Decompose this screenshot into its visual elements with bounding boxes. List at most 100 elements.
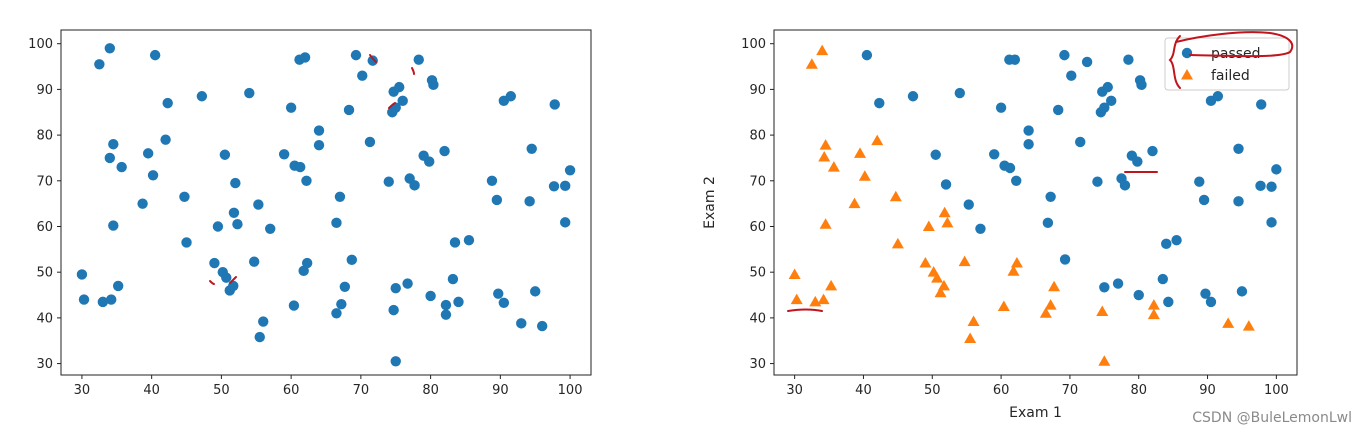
legend-label: passed (1211, 46, 1261, 62)
data-point-circle (253, 199, 264, 210)
data-point-circle (524, 196, 535, 207)
data-point-circle (491, 194, 503, 206)
data-point-circle (1123, 54, 1134, 65)
y-tick-label: 50 (36, 266, 53, 281)
data-point-triangle (1096, 305, 1109, 316)
data-point-triangle (827, 161, 840, 172)
data-point-circle (1255, 180, 1266, 192)
data-point-circle (106, 294, 117, 305)
data-point-circle (97, 296, 109, 308)
data-point-circle (498, 297, 510, 309)
y-tick-label: 90 (749, 83, 766, 98)
data-point-circle (285, 102, 297, 113)
data-point-circle (989, 149, 1000, 160)
data-point-triangle (848, 197, 861, 209)
x-tick-label: 60 (993, 383, 1010, 398)
data-point-circle (343, 104, 355, 116)
scatter-plot-right: 30 40 50 60 70 80 90 100 30 40 50 60 70 80 90 100 Exam 1… (702, 29, 1298, 421)
data-point-triangle (967, 315, 980, 327)
x-tick-label: 100 (1264, 383, 1289, 398)
data-point-circle (1133, 289, 1144, 301)
data-point-triangle (816, 44, 829, 56)
data-point-triangle (997, 300, 1010, 311)
data-point-circle (232, 219, 243, 230)
data-point-triangle (1039, 307, 1052, 318)
x-tick-label: 50 (213, 383, 230, 398)
data-point-triangle (1222, 317, 1235, 328)
data-point-triangle (825, 279, 838, 291)
data-point-circle (196, 91, 208, 102)
ink-annotations (209, 31, 1294, 312)
data-point-circle (301, 175, 312, 186)
data-point-circle (440, 299, 452, 311)
data-point-circle (505, 91, 517, 102)
data-point-circle (116, 161, 127, 173)
data-point-triangle (938, 206, 951, 218)
y-tick-label: 70 (749, 174, 766, 189)
data-point-triangle (964, 332, 977, 343)
data-point-circle (313, 125, 325, 136)
data-point-triangle (817, 293, 830, 305)
data-point-circle (861, 49, 873, 61)
x-tick-label: 100 (558, 383, 583, 398)
x-tick-label: 50 (924, 383, 941, 398)
x-tick-label: 80 (1130, 383, 1147, 398)
y-tick-label: 70 (36, 174, 53, 189)
data-point-circle (1194, 176, 1205, 187)
data-point-triangle (854, 147, 867, 158)
data-point-circle (390, 356, 401, 367)
data-point-circle (397, 95, 408, 107)
data-point-circle (486, 175, 498, 186)
data-point-triangle (1147, 308, 1160, 320)
data-point-circle (954, 87, 966, 99)
data-point-circle (94, 59, 105, 70)
ink-underline-2 (787, 308, 823, 312)
y-tick-label: 100 (741, 37, 766, 52)
data-point-circle (334, 191, 346, 202)
x-tick-label: 30 (74, 383, 91, 398)
data-point-circle (108, 139, 119, 150)
data-point-circle (975, 223, 986, 234)
data-point-triangle (819, 139, 832, 150)
data-point-circle (1059, 254, 1071, 265)
data-point-circle (1171, 234, 1182, 246)
data-point-triangle (1044, 299, 1057, 310)
data-point-circle (1042, 217, 1054, 229)
data-point-circle (559, 217, 571, 228)
data-point-triangle (805, 58, 818, 69)
legend-marker-triangle (1181, 69, 1193, 80)
data-point-circle (413, 54, 424, 65)
data-point-circle (336, 298, 347, 310)
data-point-circle (1105, 95, 1117, 107)
data-point-triangle (1007, 265, 1020, 276)
data-point-circle (536, 320, 548, 332)
data-point-circle (1011, 175, 1022, 186)
data-point-circle (346, 254, 358, 266)
data-point-circle (1200, 288, 1211, 299)
data-point-circle (1233, 196, 1244, 207)
data-point-circle (219, 149, 231, 160)
data-point-circle (1102, 81, 1113, 93)
data-point-triangle (1098, 355, 1111, 366)
legend-box (1164, 37, 1290, 91)
x-tick-label: 90 (492, 383, 509, 398)
data-point-circle (181, 237, 192, 248)
y-tick-label: 30 (36, 357, 53, 372)
watermark-text: CSDN @BuleLemonLwl (1192, 410, 1352, 426)
data-point-circle (1099, 282, 1110, 293)
data-point-circle (244, 87, 255, 99)
data-point-circle (1023, 125, 1034, 136)
data-point-circle (76, 269, 88, 280)
data-point-circle (428, 79, 439, 91)
data-point-circle (1112, 278, 1124, 289)
x-tick-label: 70 (1062, 383, 1079, 398)
data-point-circle (1266, 217, 1277, 228)
data-point-circle (1256, 99, 1267, 110)
data-point-triangle (1048, 280, 1061, 292)
data-point-circle (1092, 176, 1103, 187)
data-point-circle (995, 102, 1007, 113)
data-point-circle (1271, 164, 1282, 175)
data-point-circle (112, 280, 124, 292)
data-point-circle (493, 288, 504, 299)
scatter-plot-left: 30 40 50 60 70 80 90 100 30 40 50 60 70 80 90 100 (28, 29, 592, 398)
